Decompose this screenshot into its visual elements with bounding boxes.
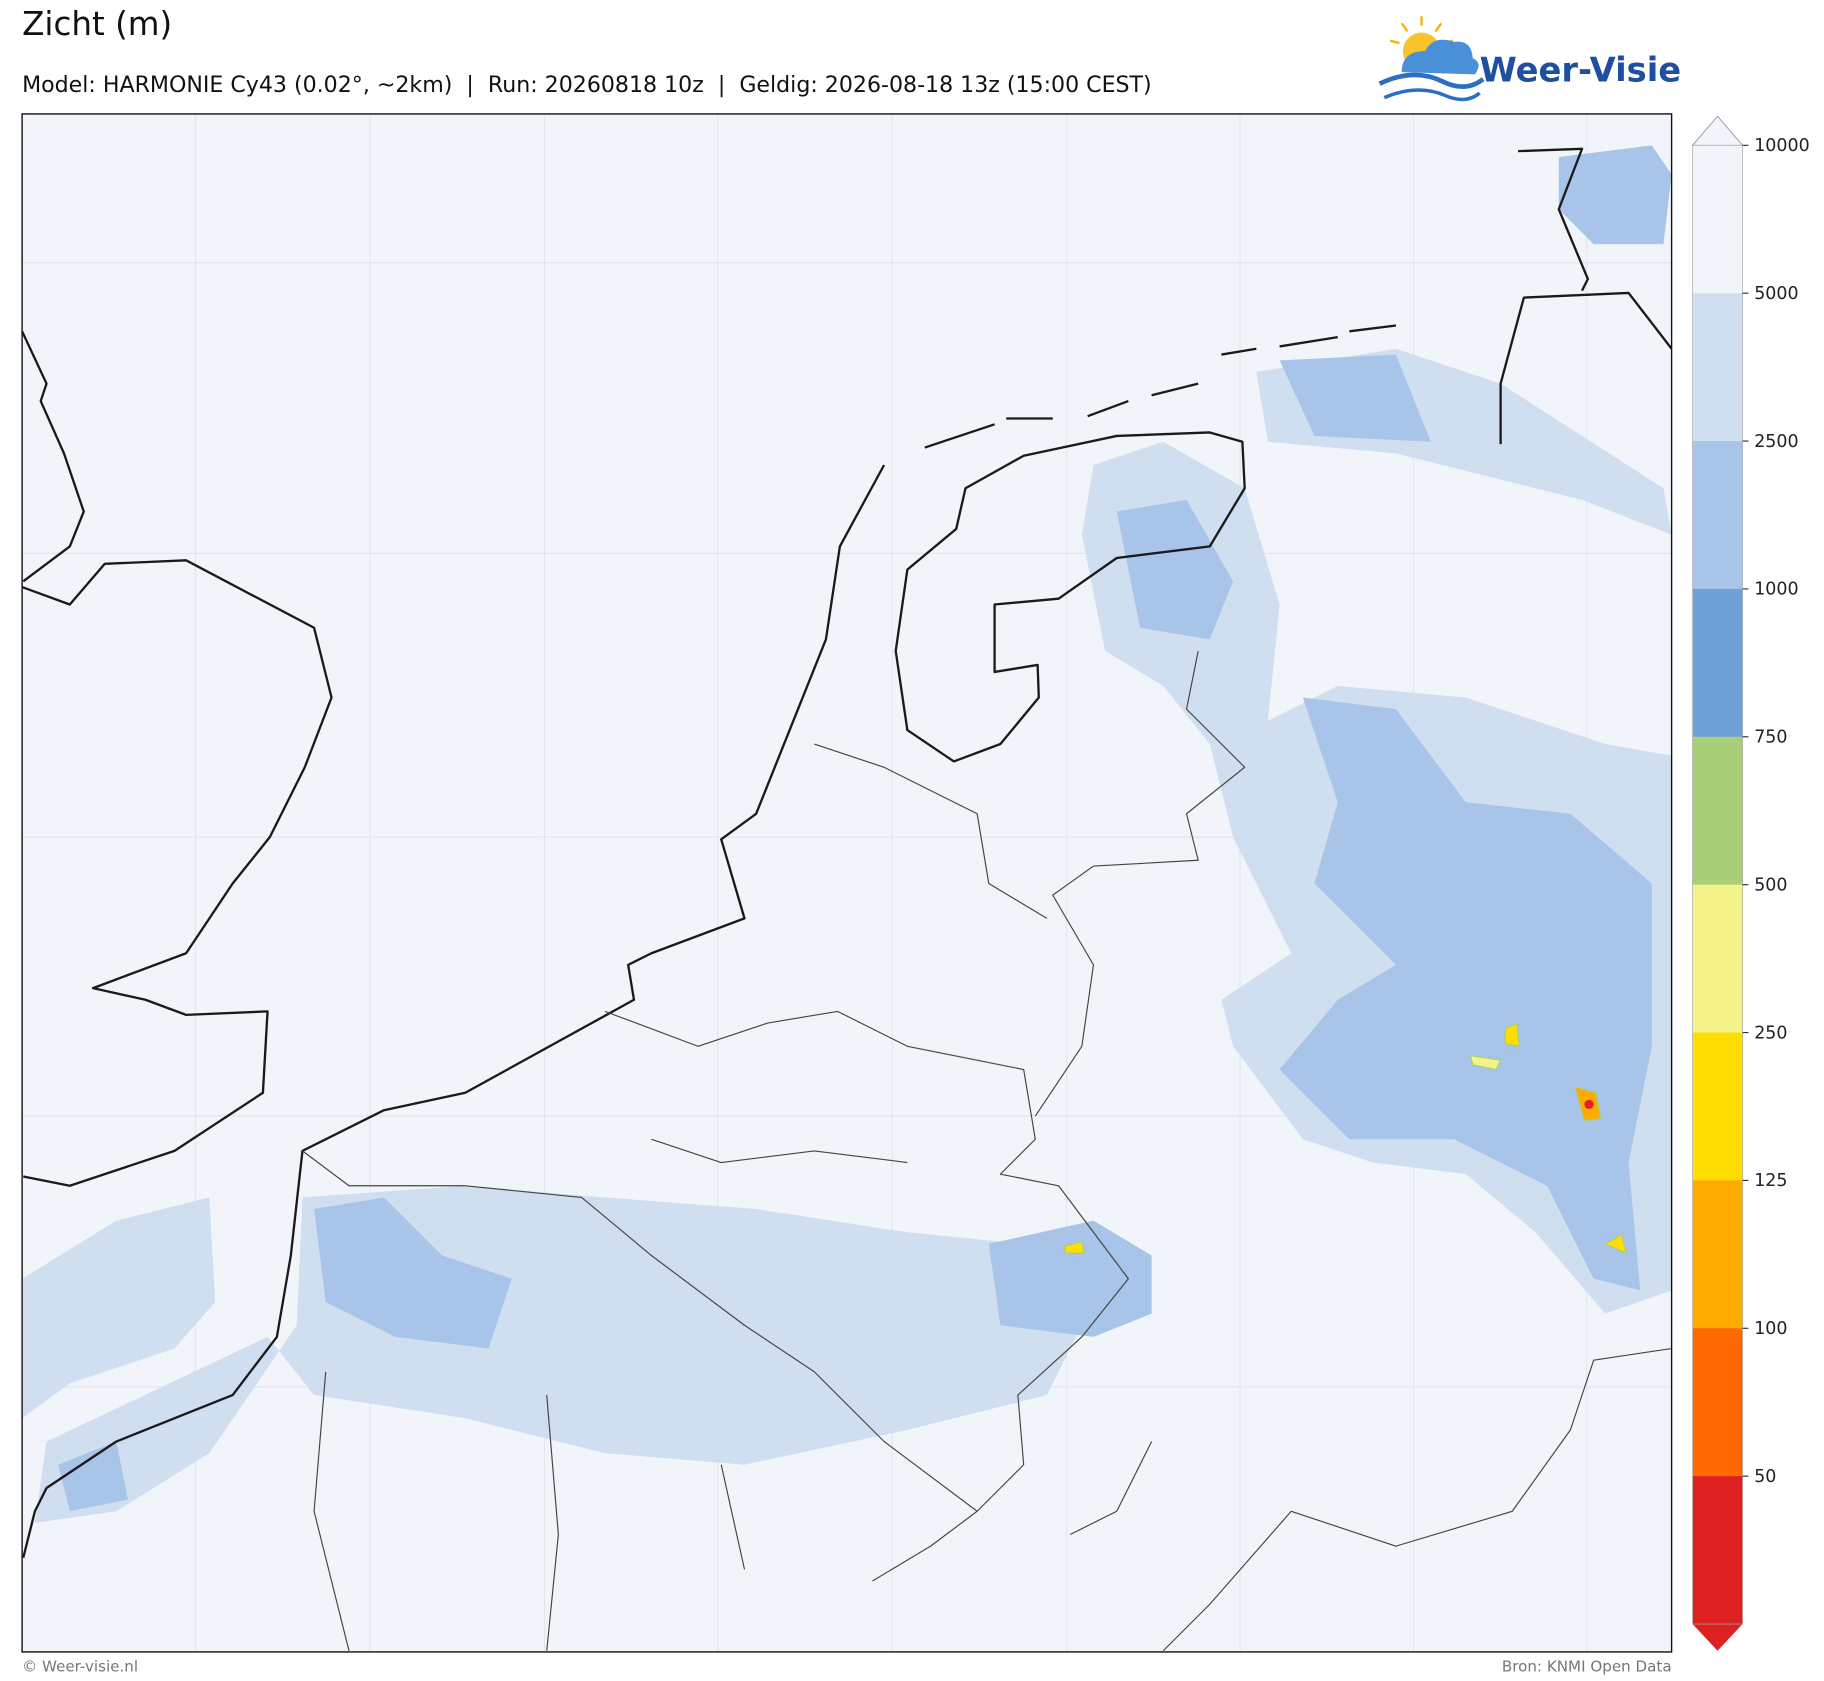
colorbar-tick-label: 750 — [1754, 728, 1787, 748]
colorbar-band — [1692, 1032, 1743, 1182]
coastlines — [21, 147, 1673, 1559]
borders — [302, 650, 1672, 1652]
map-frame — [21, 113, 1673, 1653]
colorbar-extend-bottom — [1692, 1624, 1743, 1651]
colorbar-tick-label: 125 — [1754, 1171, 1787, 1191]
colorbar-extend-top — [1691, 115, 1744, 146]
colorbar-band — [1692, 145, 1743, 294]
map — [21, 113, 1673, 1653]
colorbar-band — [1692, 1180, 1743, 1329]
colorbar-tick-label: 10000 — [1754, 136, 1810, 156]
colorbar-tick-label: 1000 — [1754, 580, 1798, 600]
colorbar-band — [1692, 736, 1743, 886]
colorbar-band — [1692, 884, 1743, 1034]
colorbar-tick-label: 100 — [1754, 1319, 1787, 1339]
logo: Weer-Visie — [1378, 16, 1682, 102]
footer-left: © Weer-visie.nl — [22, 1658, 138, 1676]
logo-text: Weer-Visie — [1480, 50, 1682, 89]
footer-right: Bron: KNMI Open Data — [1502, 1658, 1672, 1676]
subtitle: Model: HARMONIE Cy43 (0.02°, ~2km) | Run… — [22, 72, 1152, 98]
colorbar-tick-label: 2500 — [1754, 432, 1798, 452]
visibility-field — [22, 145, 1672, 1523]
colorbar-tick-label: 50 — [1754, 1467, 1776, 1487]
colorbar-band — [1692, 293, 1743, 442]
colorbar: 10000 5000 2500 1000 750 500 250 125 100 50 — [1691, 115, 1810, 1651]
colorbar-band — [1692, 588, 1743, 738]
colorbar-tick-label: 250 — [1754, 1023, 1787, 1043]
colorbar-tick-label: 500 — [1754, 875, 1787, 895]
colorbar-band — [1692, 441, 1743, 590]
colorbar-tick-label: 5000 — [1754, 284, 1798, 304]
colorbar-band — [1692, 1476, 1743, 1625]
colorbar-band — [1692, 1328, 1743, 1477]
title: Zicht (m) — [22, 5, 172, 43]
